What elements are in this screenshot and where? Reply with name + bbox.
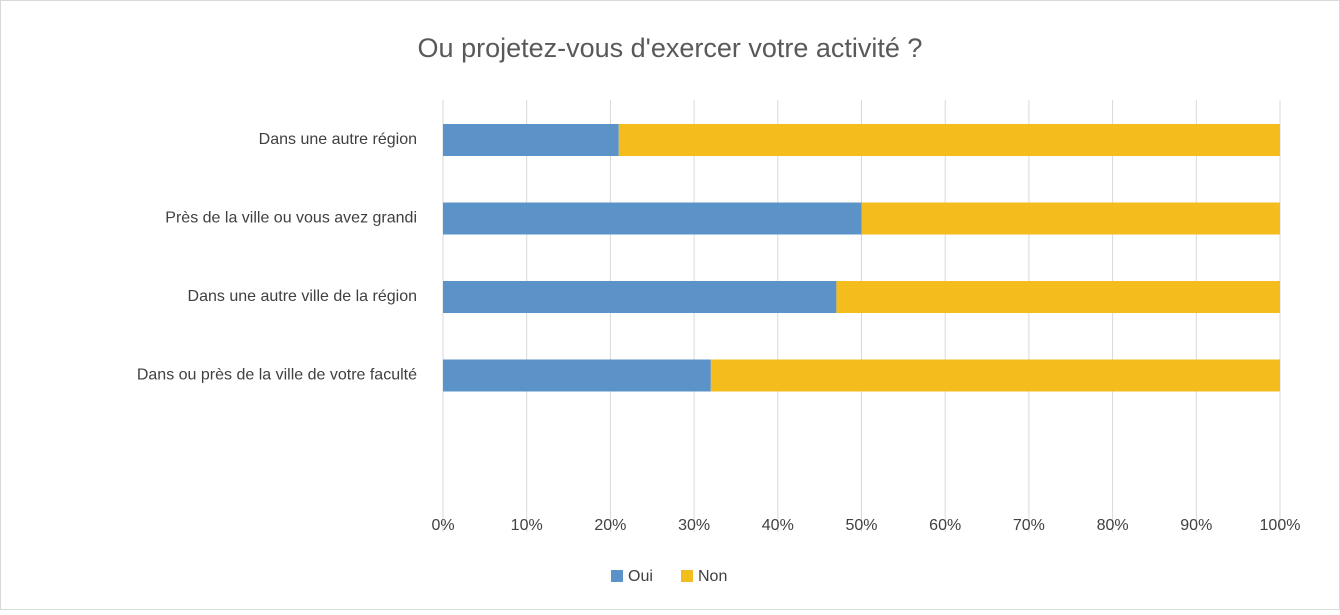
y-tick-label: Près de la ville ou vous avez grandi [165, 210, 417, 227]
x-tick-label: 30% [678, 517, 710, 534]
bar-segment [836, 281, 1280, 313]
x-tick-label: 100% [1260, 517, 1301, 534]
bar-segment [443, 202, 862, 235]
x-tick-label: 40% [762, 517, 794, 534]
bar-segment [861, 202, 1280, 235]
y-tick-label: Dans une autre ville de la région [188, 288, 417, 305]
y-tick-label: Dans ou près de la ville de votre facult… [137, 367, 417, 384]
x-tick-label: 0% [431, 517, 454, 534]
bar-segment [443, 359, 711, 392]
bar-segment [618, 124, 1280, 156]
x-tick-label: 80% [1097, 517, 1129, 534]
legend-label: Non [698, 568, 727, 585]
chart-title: Ou projetez-vous d'exercer votre activit… [418, 33, 923, 63]
bar-segment [443, 281, 837, 313]
legend-label: Oui [628, 568, 653, 585]
bar-segment [710, 359, 1280, 392]
legend-swatch [611, 570, 623, 582]
y-tick-label: Dans une autre région [259, 131, 417, 148]
x-tick-label: 60% [929, 517, 961, 534]
x-tick-label: 70% [1013, 517, 1045, 534]
legend-swatch [681, 570, 693, 582]
bar-segment [443, 124, 619, 156]
x-tick-label: 50% [845, 517, 877, 534]
x-tick-label: 10% [511, 517, 543, 534]
x-tick-label: 90% [1180, 517, 1212, 534]
x-tick-label: 20% [594, 517, 626, 534]
